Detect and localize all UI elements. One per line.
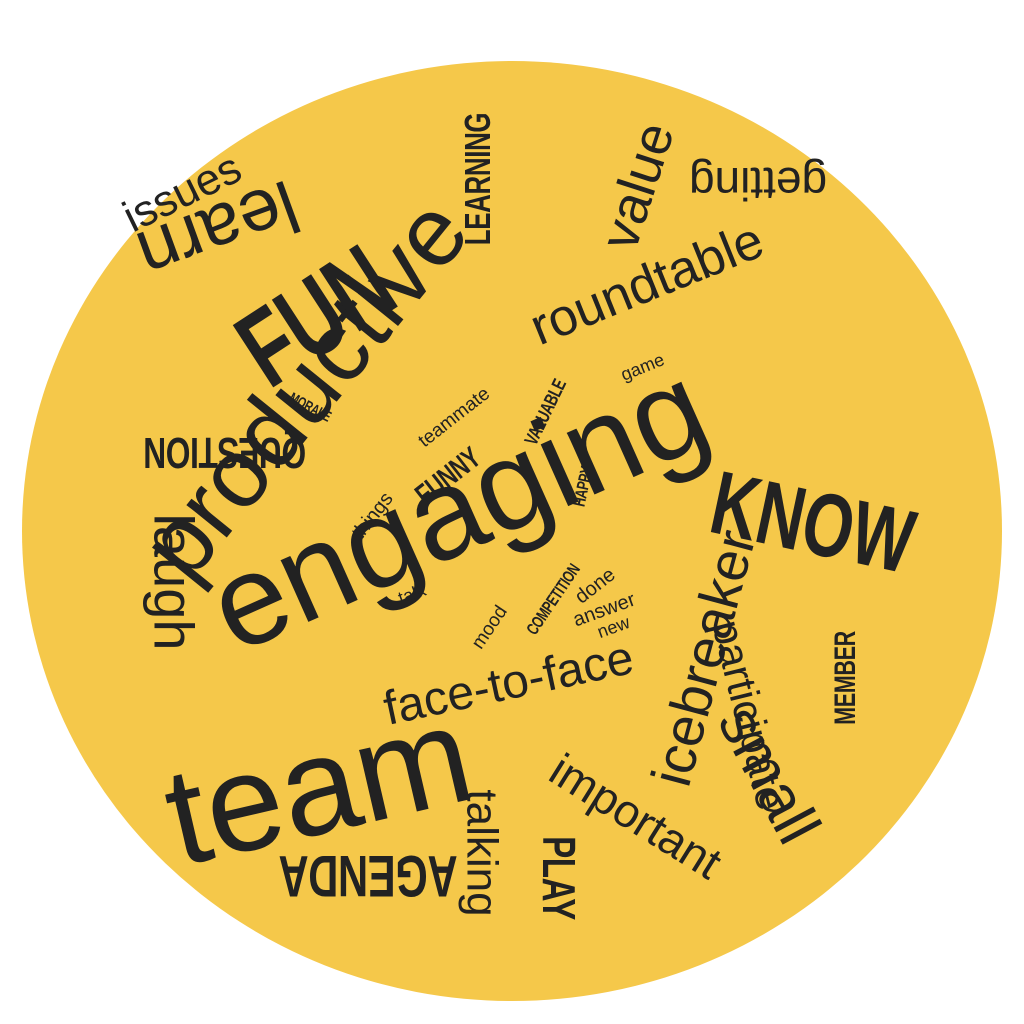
word-agenda: AGENDA [244,843,492,908]
word-play-text: PLAY [533,836,586,920]
word-learning-text: LEARNING [457,112,498,246]
word-laugh: laugh [142,513,206,651]
word-learning: LEARNING [457,87,498,271]
word-question-text: QUESTION [143,428,307,477]
yellow-circle-background [22,61,1002,1001]
word-member-text: MEMBER [829,631,863,725]
word-getting: getting [689,158,828,210]
word-agenda-text: AGENDA [278,843,458,908]
word-question: QUESTION [112,428,338,477]
word-member: MEMBER [829,613,863,743]
word-play: PLAY [533,820,586,936]
